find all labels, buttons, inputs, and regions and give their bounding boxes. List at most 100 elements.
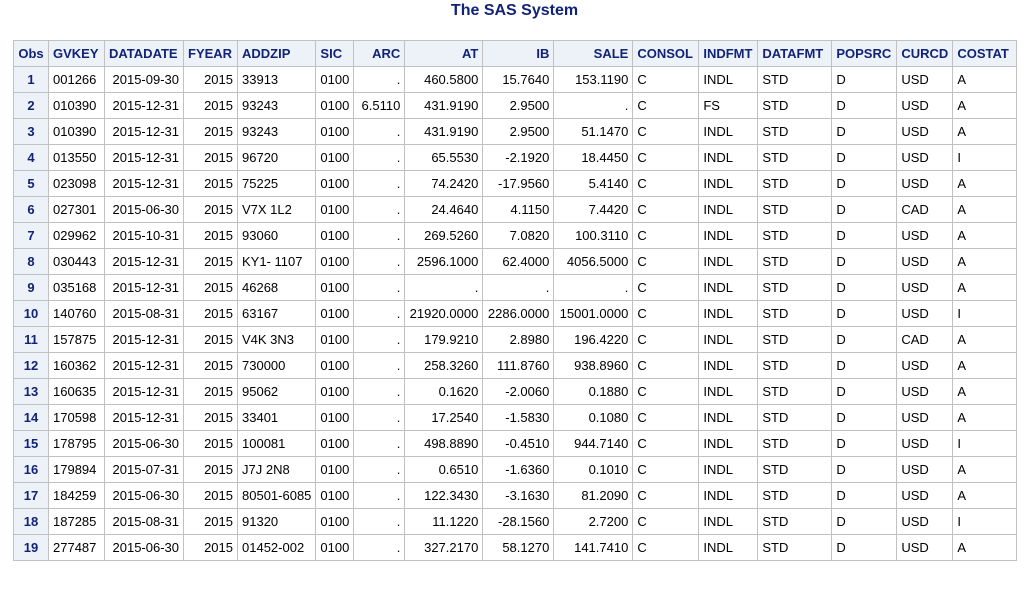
table-row: 19 277487 2015-06-30 2015 01452-002 0100. 327.… [13,534,1018,561]
row-number: 9 [13,274,49,301]
row-number: 1 [13,66,49,93]
table-cell: 0100 [315,534,355,561]
table-cell: 122.3430 [404,482,484,509]
table-cell: . [353,170,406,197]
column-header: CONSOL [632,40,700,67]
table-cell: STD [757,196,833,223]
table-cell: . [553,92,634,119]
table-cell: I [952,144,1018,171]
table-cell: 51.1470 [553,118,634,145]
table-cell: INDL [698,196,759,223]
table-cell: 498.8890 [404,430,484,457]
table-row: 18 187285 2015-08-31 2015 91320 0100. 11.1220-… [13,508,1018,535]
table-cell: -1.5830 [482,404,555,431]
table-cell: 0100 [315,482,355,509]
row-number: 19 [13,534,49,561]
table-row: 6 027301 2015-06-30 2015 V7X 1L2 0100. 24.4640… [13,196,1018,223]
table-cell: D [831,222,898,249]
table-cell: 2.9500 [482,118,555,145]
table-cell: C [632,482,700,509]
table-cell: 160362 [48,352,105,379]
table-cell: 0.1080 [553,404,634,431]
table-cell: USD [896,430,954,457]
table-cell: 431.9190 [404,118,484,145]
table-cell: INDL [698,274,759,301]
table-cell: D [831,508,898,535]
table-cell: KY1- 1107 [236,248,317,275]
table-cell: . [353,66,406,93]
table-cell: A [952,118,1018,145]
table-cell: -1.6360 [482,456,555,483]
table-cell: 2015-10-31 [104,222,184,249]
table-cell: 7.4420 [553,196,634,223]
table-cell: I [952,300,1018,327]
table-cell: INDL [698,378,759,405]
table-cell: 93060 [236,222,317,249]
table-cell: -0.4510 [482,430,555,457]
table-cell: 2015 [183,430,238,457]
table-cell: 460.5800 [404,66,484,93]
table-cell: . [353,352,406,379]
table-cell: 15.7640 [482,66,555,93]
table-cell: C [632,248,700,275]
table-cell: 2596.1000 [404,248,484,275]
table-cell: 0100 [315,66,355,93]
table-cell: 95062 [236,378,317,405]
table-cell: 431.9190 [404,92,484,119]
table-cell: 2015 [183,404,238,431]
table-cell: 010390 [48,92,105,119]
table-cell: 0.1010 [553,456,634,483]
table-cell: USD [896,118,954,145]
table-cell: A [952,196,1018,223]
table-cell: STD [757,222,833,249]
table-cell: -2.1920 [482,144,555,171]
table-row: 8 030443 2015-12-31 2015 KY1- 1107 0100. 2596.… [13,248,1018,275]
table-cell: 027301 [48,196,105,223]
table-cell: 2015 [183,274,238,301]
row-number: 13 [13,378,49,405]
table-cell: USD [896,378,954,405]
table-cell: . [353,508,406,535]
table-cell: 17.2540 [404,404,484,431]
table-cell: 184259 [48,482,105,509]
table-cell: A [952,326,1018,353]
table-cell: USD [896,404,954,431]
header-row: Obs GVKEY DATADATE FYEAR ADDZIP SIC ARC AT IB SAL… [13,40,1018,67]
table-cell: 2015-07-31 [104,456,184,483]
column-header: AT [404,40,484,67]
table-cell: 63167 [236,300,317,327]
table-cell: . [353,144,406,171]
table-cell: D [831,248,898,275]
row-number: 3 [13,118,49,145]
table-cell: 91320 [236,508,317,535]
table-cell: A [952,482,1018,509]
table-cell: 010390 [48,118,105,145]
table-cell: D [831,326,898,353]
table-row: 13 160635 2015-12-31 2015 95062 0100. 0.1620 -2… [13,378,1018,405]
table-cell: 2015-12-31 [104,170,184,197]
table-cell: 023098 [48,170,105,197]
table-cell: INDL [698,118,759,145]
table-cell: . [404,274,484,301]
column-header: POPSRC [831,40,898,67]
table-cell: 0100 [315,300,355,327]
table-cell: -2.0060 [482,378,555,405]
table-row: 15 178795 2015-06-30 2015 100081 0100. 498.889… [13,430,1018,457]
table-cell: 24.4640 [404,196,484,223]
column-header: SIC [315,40,355,67]
table-cell: . [353,274,406,301]
row-number: 4 [13,144,49,171]
table-cell: J7J 2N8 [236,456,317,483]
table-cell: . [353,196,406,223]
table-cell: STD [757,66,833,93]
table-cell: V4K 3N3 [236,326,317,353]
table-cell: 111.8760 [482,352,555,379]
table-cell: 7.0820 [482,222,555,249]
table-cell: STD [757,248,833,275]
table-cell: 21920.0000 [404,300,484,327]
table-cell: 0100 [315,118,355,145]
table-cell: 2286.0000 [482,300,555,327]
table-cell: 80501-6085 [236,482,317,509]
data-table: Obs GVKEY DATADATE FYEAR ADDZIP SIC ARC AT IB SAL… [13,40,1018,561]
table-cell: 0100 [315,222,355,249]
